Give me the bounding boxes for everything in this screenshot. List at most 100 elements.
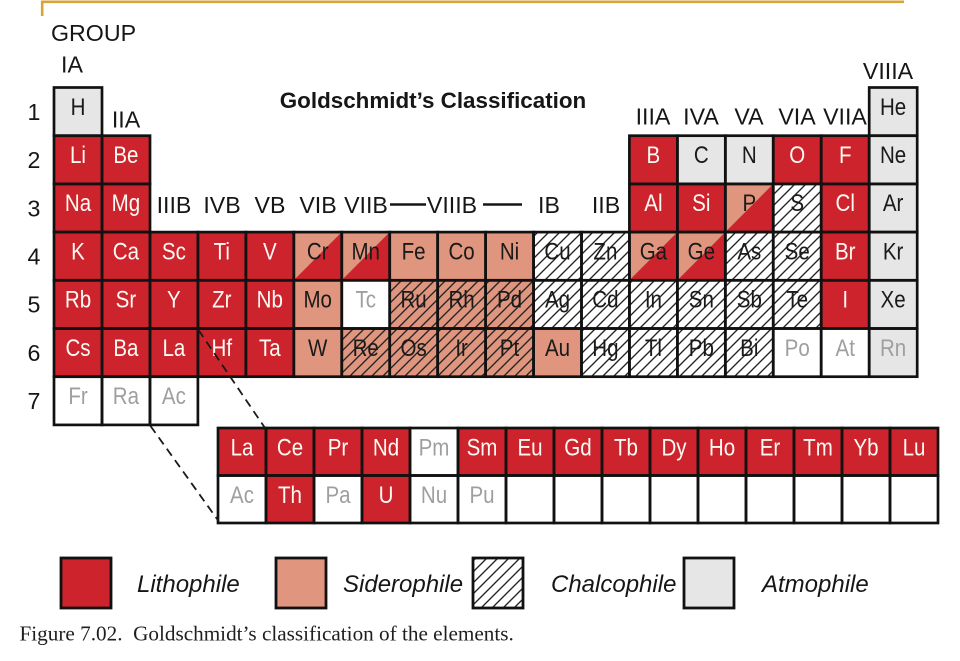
svg-text:1: 1 <box>28 99 41 125</box>
svg-text:Os: Os <box>400 334 426 361</box>
svg-text:7: 7 <box>28 388 41 414</box>
svg-text:Atmophile: Atmophile <box>760 571 869 598</box>
svg-text:Se: Se <box>785 238 810 265</box>
svg-text:Po: Po <box>785 334 810 361</box>
svg-text:Sn: Sn <box>689 286 714 313</box>
svg-text:Cs: Cs <box>65 334 90 361</box>
svg-text:F: F <box>839 141 852 168</box>
svg-text:IB: IB <box>538 192 560 218</box>
svg-text:Ni: Ni <box>500 238 519 265</box>
svg-text:La: La <box>231 434 254 461</box>
svg-text:Ti: Ti <box>214 238 230 265</box>
svg-text:Hg: Hg <box>592 334 618 361</box>
svg-text:Sr: Sr <box>116 286 137 313</box>
svg-text:Ge: Ge <box>688 238 715 265</box>
svg-text:VIB: VIB <box>299 192 336 218</box>
svg-text:IA: IA <box>61 52 83 78</box>
svg-text:W: W <box>308 334 328 361</box>
svg-text:Sc: Sc <box>162 238 186 265</box>
svg-text:Co: Co <box>448 238 474 265</box>
svg-text:Dy: Dy <box>661 434 687 461</box>
svg-text:Eu: Eu <box>517 434 542 461</box>
svg-text:Cl: Cl <box>836 190 855 217</box>
svg-text:H: H <box>71 93 86 120</box>
svg-text:VIIIA: VIIIA <box>863 58 914 84</box>
svg-text:Ba: Ba <box>113 334 139 361</box>
svg-text:IIIB: IIIB <box>157 192 192 218</box>
svg-text:Ir: Ir <box>455 334 468 361</box>
svg-text:Nb: Nb <box>257 286 283 313</box>
svg-text:IVA: IVA <box>683 104 719 130</box>
svg-text:N: N <box>742 141 757 168</box>
svg-text:Ce: Ce <box>277 434 303 461</box>
svg-text:K: K <box>71 238 85 265</box>
svg-text:4: 4 <box>28 244 41 270</box>
svg-text:Zn: Zn <box>593 238 617 265</box>
svg-text:IIA: IIA <box>112 107 141 133</box>
svg-text:3: 3 <box>28 195 41 221</box>
svg-text:Rh: Rh <box>448 286 474 313</box>
svg-text:IIB: IIB <box>592 192 620 218</box>
svg-text:At: At <box>836 334 856 361</box>
svg-text:Figure 7.02. Goldschmidt’s cla: Figure 7.02. Goldschmidt’s classificatio… <box>20 622 514 646</box>
svg-text:GROUP: GROUP <box>51 20 136 46</box>
svg-text:VIA: VIA <box>778 104 816 130</box>
svg-text:Nd: Nd <box>373 434 399 461</box>
svg-text:Th: Th <box>278 481 302 508</box>
svg-text:S: S <box>790 190 804 217</box>
svg-text:Fr: Fr <box>68 382 88 409</box>
svg-text:Br: Br <box>835 238 856 265</box>
svg-text:Na: Na <box>65 190 92 217</box>
svg-text:2: 2 <box>28 147 41 173</box>
svg-text:O: O <box>789 141 805 168</box>
svg-text:Rb: Rb <box>65 286 91 313</box>
svg-text:Xe: Xe <box>881 286 906 313</box>
svg-text:Ga: Ga <box>640 238 668 265</box>
svg-text:P: P <box>742 190 756 217</box>
svg-text:VA: VA <box>734 104 764 130</box>
svg-text:B: B <box>647 141 661 168</box>
svg-text:Ta: Ta <box>259 334 281 361</box>
svg-text:Bi: Bi <box>740 334 758 361</box>
svg-text:C: C <box>694 141 709 168</box>
svg-text:Au: Au <box>545 334 570 361</box>
svg-text:Ho: Ho <box>709 434 735 461</box>
svg-text:I: I <box>842 286 848 313</box>
svg-text:Ag: Ag <box>545 286 570 313</box>
svg-text:Al: Al <box>644 190 662 217</box>
svg-text:6: 6 <box>28 340 41 366</box>
svg-text:Li: Li <box>70 141 86 168</box>
svg-text:Sb: Sb <box>737 286 762 313</box>
svg-text:Pm: Pm <box>419 434 450 461</box>
svg-text:Cu: Cu <box>544 238 570 265</box>
svg-text:Chalcophile: Chalcophile <box>551 571 676 598</box>
svg-text:Ac: Ac <box>162 382 186 409</box>
svg-text:Tb: Tb <box>614 434 638 461</box>
svg-text:Gd: Gd <box>564 434 591 461</box>
svg-text:Yb: Yb <box>853 434 878 461</box>
svg-text:Sm: Sm <box>467 434 498 461</box>
svg-text:IVB: IVB <box>203 192 240 218</box>
svg-text:Lu: Lu <box>903 434 926 461</box>
svg-text:Ra: Ra <box>113 382 140 409</box>
svg-text:Si: Si <box>692 190 710 217</box>
svg-text:Ru: Ru <box>400 286 426 313</box>
svg-text:Pd: Pd <box>497 286 522 313</box>
svg-text:Cd: Cd <box>592 286 618 313</box>
svg-text:VIIA: VIIA <box>823 104 867 130</box>
svg-text:5: 5 <box>28 292 41 318</box>
svg-text:Cr: Cr <box>307 238 329 265</box>
svg-text:Mo: Mo <box>303 286 332 313</box>
svg-text:Tc: Tc <box>355 286 376 313</box>
svg-text:As: As <box>737 238 761 265</box>
svg-text:Hf: Hf <box>212 334 233 361</box>
svg-text:Y: Y <box>167 286 181 313</box>
svg-text:Pu: Pu <box>469 481 494 508</box>
svg-text:Fe: Fe <box>402 238 426 265</box>
svg-text:Lithophile: Lithophile <box>137 571 240 598</box>
svg-text:Rn: Rn <box>880 334 906 361</box>
svg-text:Siderophile: Siderophile <box>343 571 463 598</box>
svg-text:In: In <box>645 286 662 313</box>
svg-text:Er: Er <box>760 434 781 461</box>
svg-text:VIIB: VIIB <box>344 192 388 218</box>
